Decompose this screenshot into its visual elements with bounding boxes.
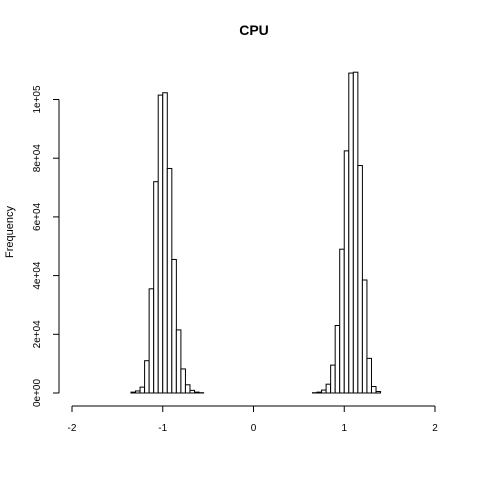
histogram-bar bbox=[349, 73, 354, 393]
histogram-bar bbox=[185, 385, 190, 393]
histogram-bar bbox=[353, 72, 358, 393]
y-tick-label: 6e+04 bbox=[32, 202, 43, 231]
histogram-bar bbox=[176, 330, 181, 393]
x-tick-label: -2 bbox=[68, 423, 77, 434]
y-tick-label: 0e+00 bbox=[32, 379, 43, 408]
histogram-bar bbox=[335, 326, 340, 394]
histogram-bar bbox=[167, 168, 172, 393]
histogram-bar bbox=[371, 387, 376, 393]
histogram-bar bbox=[149, 289, 154, 393]
x-axis: -2 -1 0 1 2 bbox=[68, 406, 439, 434]
histogram-bar bbox=[140, 387, 145, 393]
y-axis-label: Frequency bbox=[4, 206, 16, 258]
histogram-bar bbox=[322, 390, 327, 393]
histogram-bar bbox=[181, 369, 186, 393]
y-tick-label: 8e+04 bbox=[32, 144, 43, 173]
histogram-bar bbox=[136, 391, 141, 393]
x-tick-label: 2 bbox=[432, 423, 438, 434]
histogram-bar bbox=[158, 95, 163, 393]
histogram-bar bbox=[326, 384, 331, 393]
y-tick-label: 1e+05 bbox=[32, 85, 43, 114]
histogram-bar bbox=[340, 249, 345, 393]
bars-group bbox=[131, 72, 381, 393]
histogram-bar bbox=[163, 93, 168, 393]
x-tick-label: 0 bbox=[251, 423, 257, 434]
histogram-bar bbox=[367, 358, 372, 393]
histogram-bar bbox=[190, 390, 195, 393]
histogram-bar bbox=[131, 392, 136, 393]
histogram-bar bbox=[376, 392, 381, 393]
histogram-bar bbox=[331, 365, 336, 393]
y-axis: 0e+00 2e+04 4e+04 6e+04 8e+04 1e+05 bbox=[32, 85, 59, 407]
histogram-bar bbox=[317, 392, 322, 393]
histogram-bar bbox=[145, 361, 150, 393]
y-tick-label: 4e+04 bbox=[32, 261, 43, 290]
histogram-bar bbox=[362, 280, 367, 393]
histogram-bar bbox=[172, 259, 177, 393]
histogram-bar bbox=[154, 182, 159, 393]
histogram-bar bbox=[358, 166, 363, 393]
histogram-bar bbox=[344, 151, 349, 393]
x-tick-label: -1 bbox=[158, 423, 167, 434]
chart-title: CPU bbox=[239, 22, 269, 38]
x-tick-label: 1 bbox=[341, 423, 347, 434]
y-tick-label: 2e+04 bbox=[32, 320, 43, 349]
histogram-bar bbox=[195, 392, 200, 393]
